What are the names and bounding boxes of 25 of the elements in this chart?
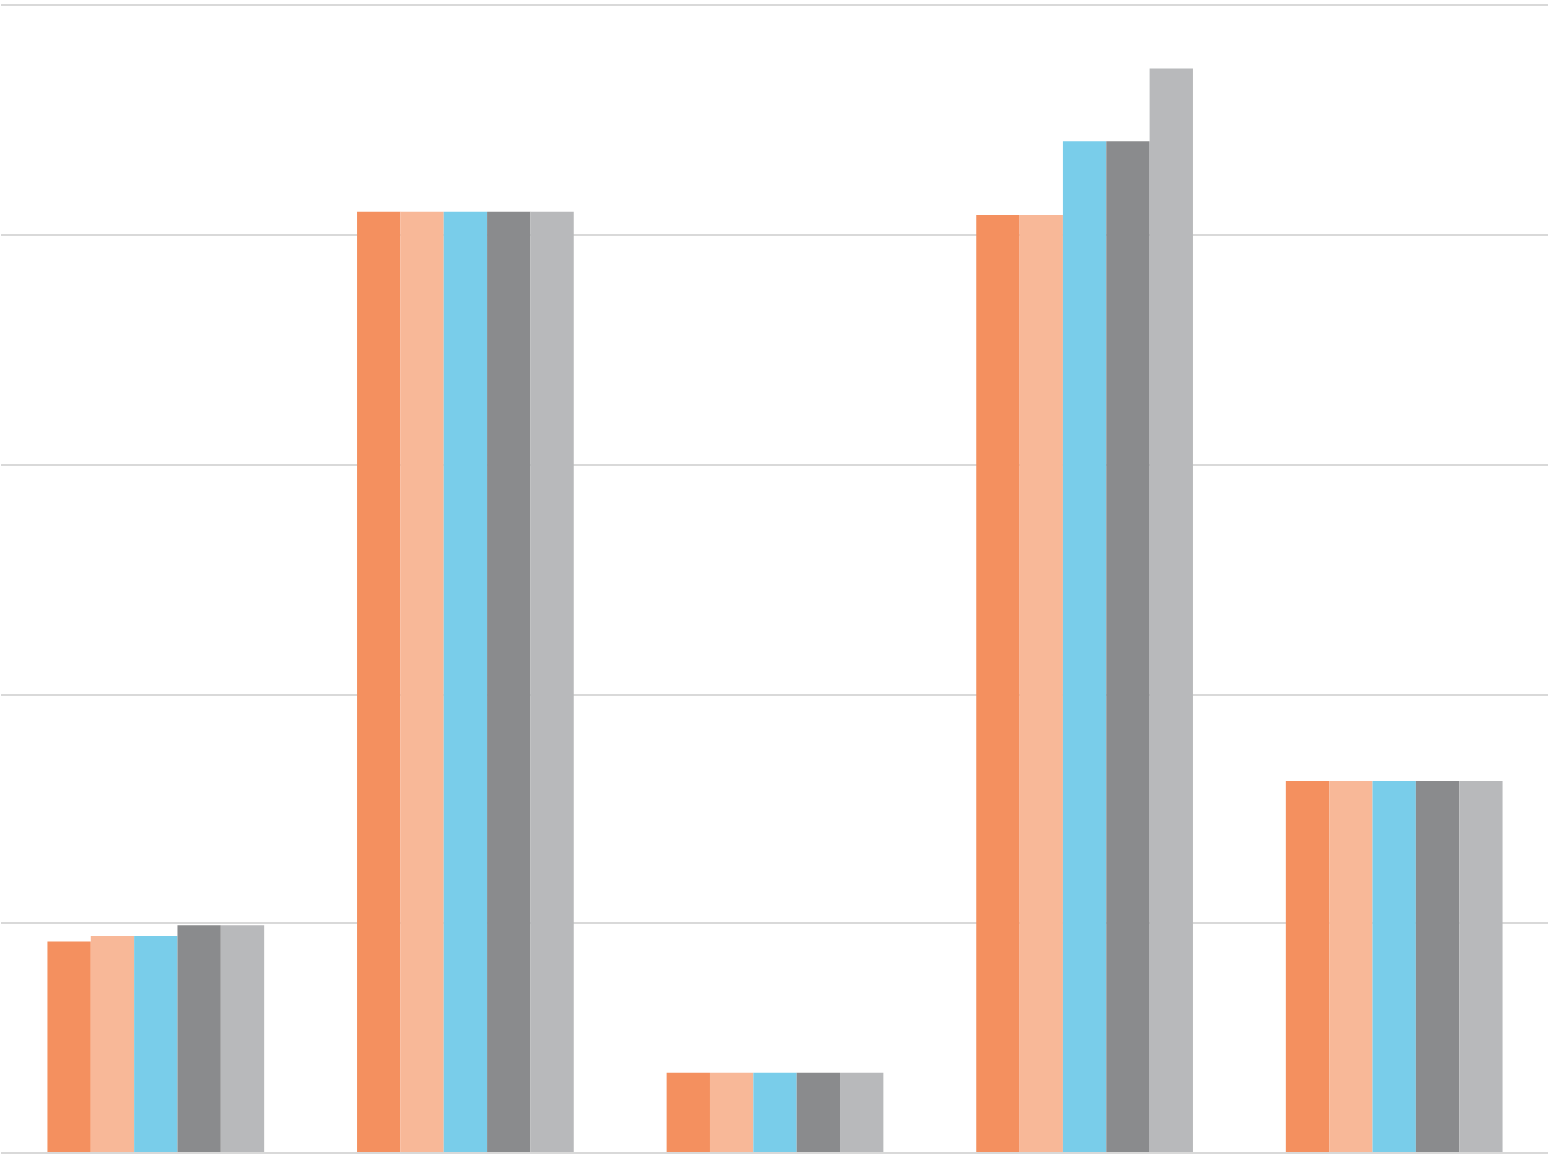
bar [443,211,488,1153]
bar [753,1072,797,1153]
bar [1415,781,1460,1153]
bar [487,211,531,1153]
bar [1062,141,1107,1153]
bar [1459,781,1503,1153]
bar [709,1072,754,1153]
bar [134,936,178,1153]
bar [1285,781,1330,1153]
bar [796,1072,841,1153]
bar [530,211,574,1153]
bar [177,925,221,1153]
bar [220,925,265,1153]
bar [1019,214,1063,1153]
bar [976,214,1020,1153]
bar [357,211,401,1153]
bar [1149,68,1193,1153]
bar [47,941,91,1153]
bar [666,1072,710,1153]
bar [840,1072,884,1153]
bar [1329,781,1373,1153]
bar [1106,141,1150,1153]
bar [400,211,444,1153]
bar [1372,781,1416,1153]
bar [90,936,135,1153]
